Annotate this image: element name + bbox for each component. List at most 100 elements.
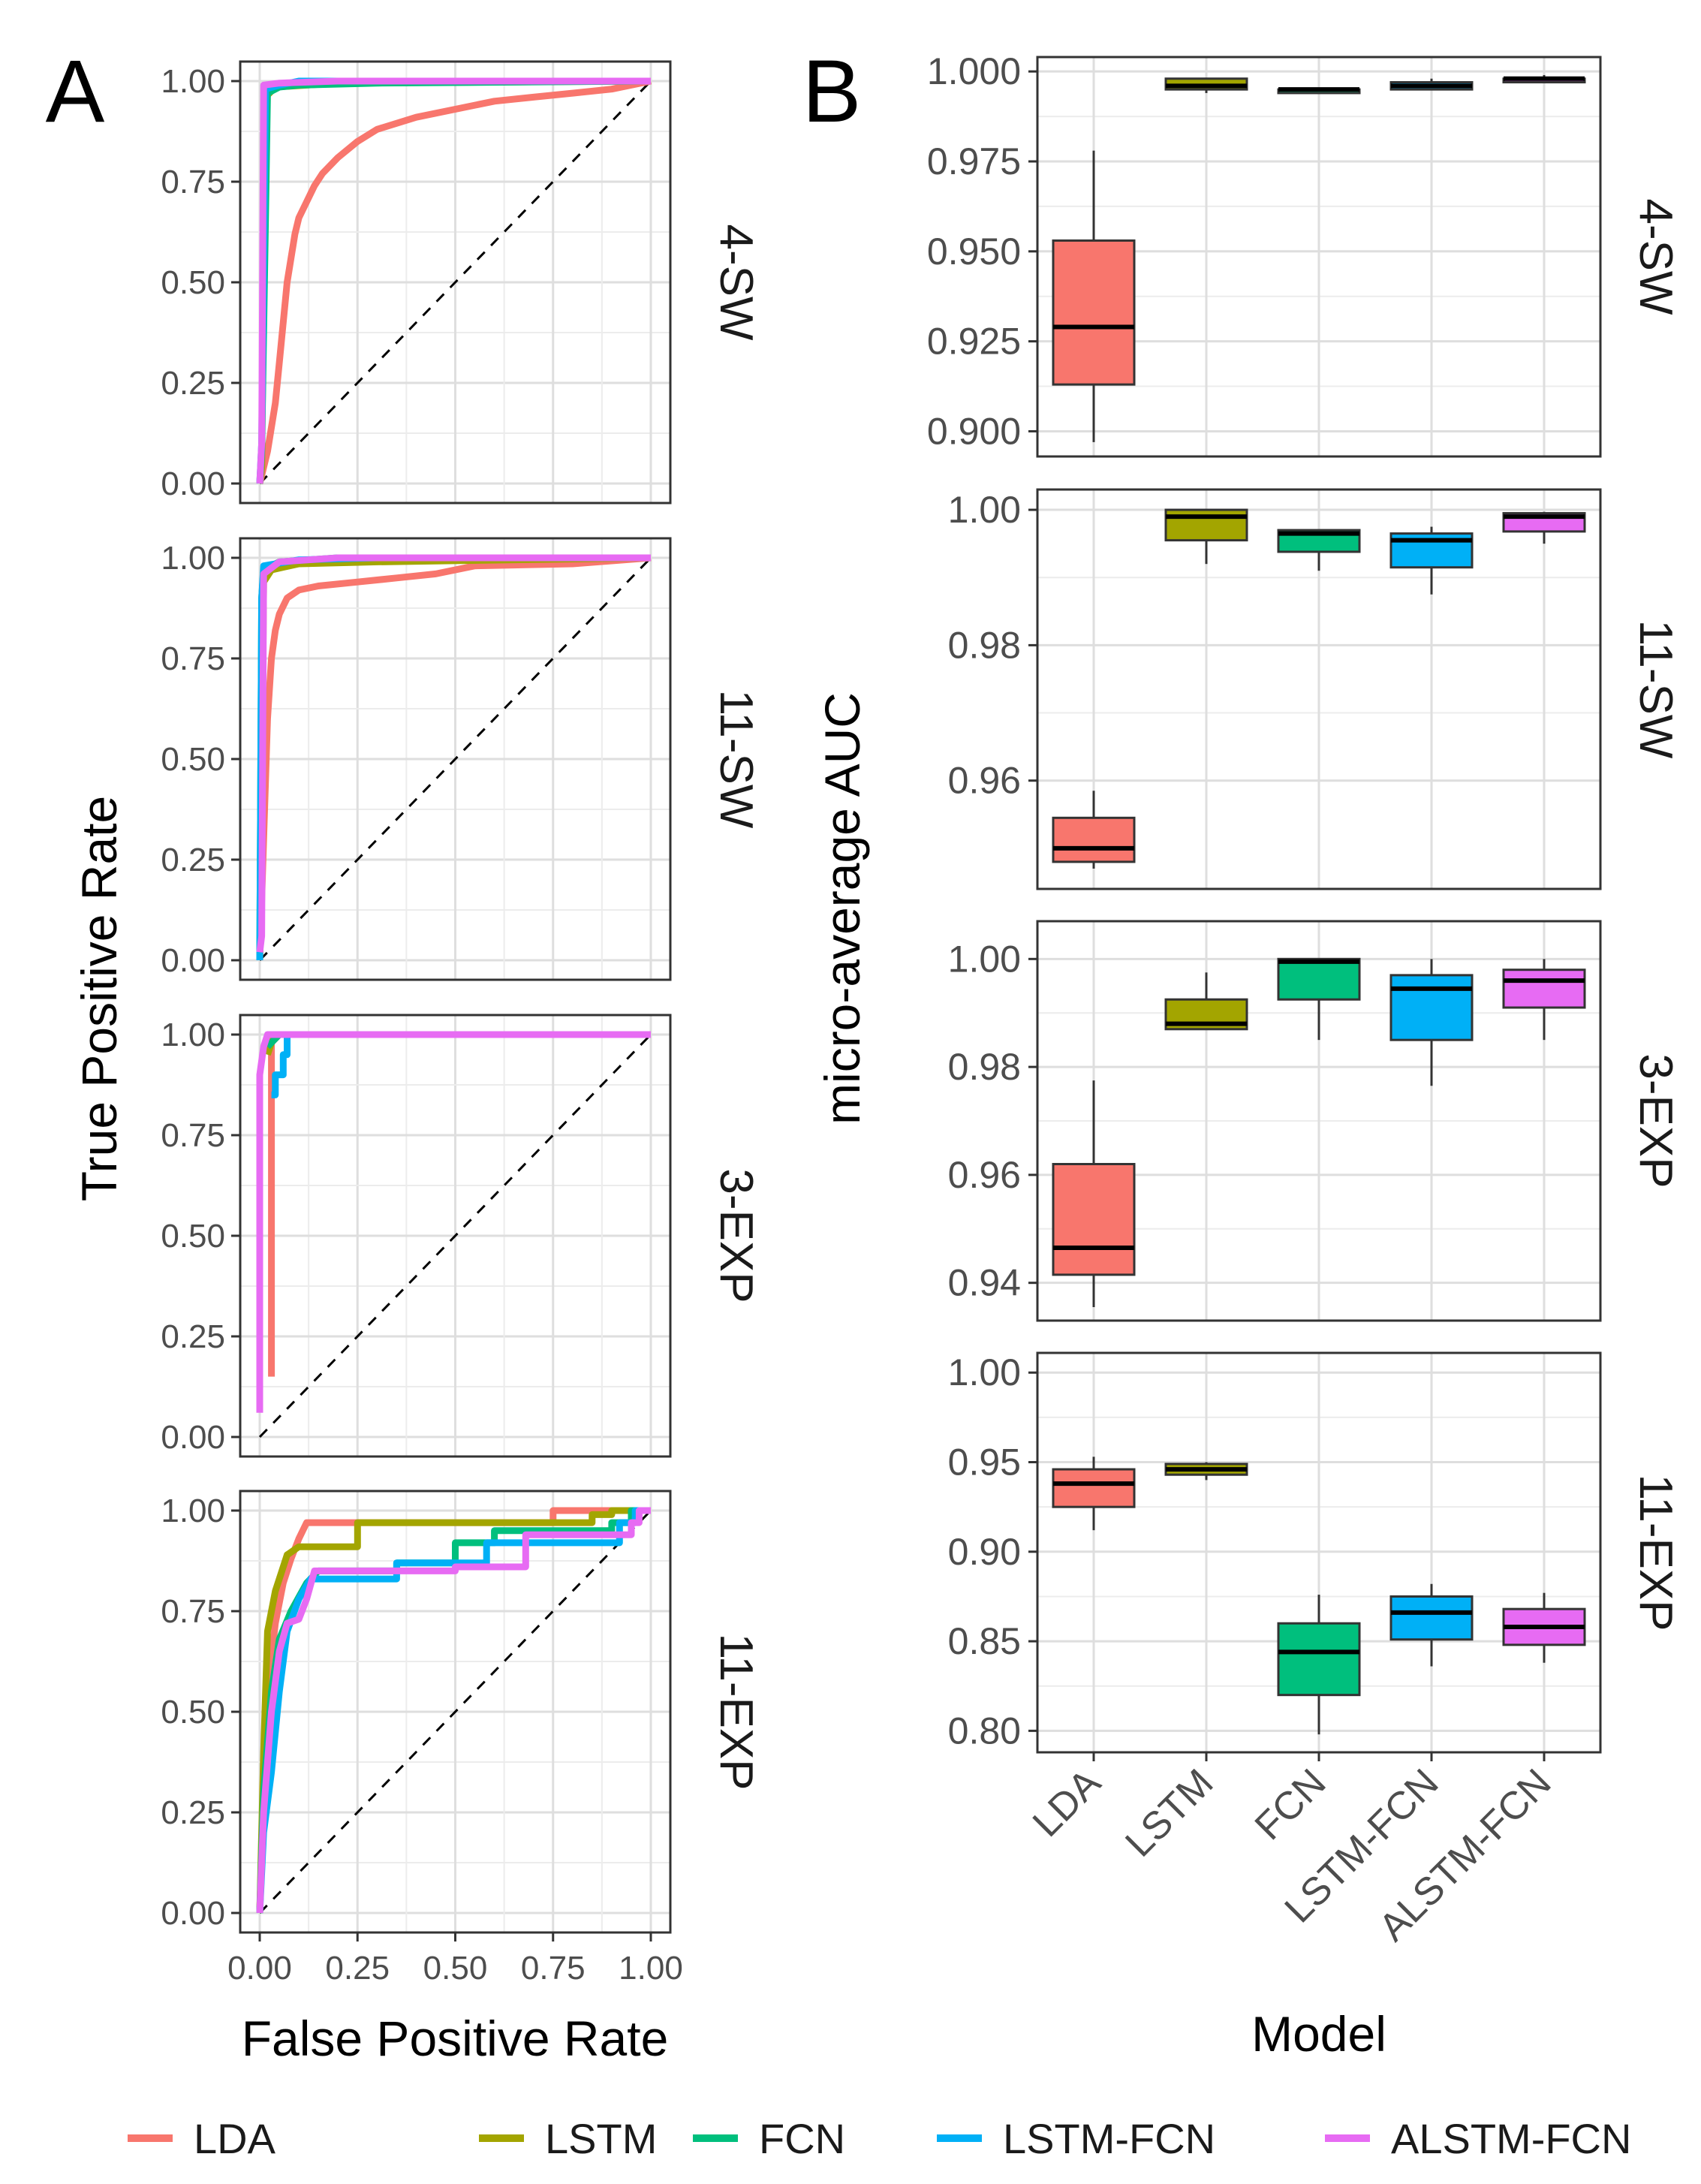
box-lstm [1164, 508, 1248, 565]
box-body [1052, 1163, 1136, 1276]
box-lstm-fcn [1389, 526, 1474, 595]
box-alstm-fcn [1502, 74, 1586, 84]
roc-facet: 0.00 0.25 0.50 0.75 1.00 11-SW [161, 537, 762, 981]
box-body [1277, 1622, 1361, 1697]
y-tick-label: 0.90 [948, 1531, 1021, 1573]
facet-strip-label: 11-SW [1630, 620, 1681, 759]
box-body [1502, 968, 1586, 1009]
y-tick-label: 0.50 [161, 1694, 225, 1731]
roc-facet: 0.00 0.25 0.50 0.75 1.00 11-EXP 0.00 0.25 0.50 0.… [161, 1490, 762, 1987]
box-alstm-fcn [1502, 959, 1586, 1041]
box-facet: 0.900 0.925 0.950 0.975 1.000 4-SW [927, 50, 1681, 458]
y-tick-label: 0.75 [161, 1593, 225, 1630]
box-body [1277, 957, 1361, 1001]
diagonal-reference-line [258, 1033, 652, 1438]
y-tick-label: 0.00 [161, 942, 225, 979]
facet-strip-label: 3-EXP [710, 1168, 762, 1303]
y-tick-label: 0.96 [948, 1154, 1021, 1196]
x-tick-label: 1.00 [619, 1950, 683, 1987]
x-tick-label: 0.75 [521, 1950, 586, 1987]
panel-border [1036, 920, 1602, 1322]
y-tick-label: 0.25 [161, 842, 225, 878]
box-lstm [1164, 1462, 1248, 1481]
box-facet: 0.96 0.98 1.00 11-SW [948, 488, 1681, 890]
legend-label-alstm-fcn: ALSTM-FCN [1391, 2115, 1631, 2162]
x-tick-label: 0.50 [423, 1950, 488, 1987]
y-tick-label: 1.00 [161, 63, 225, 100]
x-tick-label: 0.25 [325, 1950, 390, 1987]
box-body [1052, 1468, 1136, 1508]
y-tick-label: 0.25 [161, 1794, 225, 1831]
y-tick-label: 0.50 [161, 264, 225, 301]
y-tick-label: 0.96 [948, 760, 1021, 802]
box-lstm-fcn [1389, 959, 1474, 1086]
y-tick-label: 0.00 [161, 1895, 225, 1932]
box-alstm-fcn [1502, 511, 1586, 544]
y-tick-label: 0.00 [161, 1419, 225, 1456]
facet-strip-label: 3-EXP [1630, 1053, 1681, 1188]
y-tick-label: 1.00 [948, 938, 1021, 980]
roc-curve-alstm-fcn [256, 554, 651, 953]
box-lstm [1164, 77, 1248, 93]
y-tick-label: 0.85 [948, 1620, 1021, 1662]
roc-curve-lda [256, 554, 652, 961]
y-tick-label: 0.50 [161, 1218, 225, 1255]
facet-strip-label: 11-EXP [1630, 1474, 1681, 1631]
box-fcn [1277, 1595, 1361, 1735]
box-lda [1052, 150, 1136, 442]
y-tick-label: 0.925 [927, 321, 1021, 363]
legend-label-fcn: FCN [759, 2115, 845, 2162]
box-body [1389, 1595, 1474, 1641]
y-tick-label: 1.00 [161, 1017, 225, 1053]
y-tick-label: 0.50 [161, 741, 225, 778]
y-tick-label: 0.75 [161, 164, 225, 200]
box-lstm-fcn [1389, 1583, 1474, 1667]
x-tick-label: LSTM [1117, 1761, 1221, 1865]
facet-strip-label: 11-SW [710, 690, 762, 829]
panel-label-b: B [802, 42, 862, 141]
box-body [1052, 239, 1136, 386]
roc-curve-alstm-fcn [256, 1507, 651, 1914]
box-fcn [1277, 957, 1361, 1041]
y-tick-label: 1.00 [948, 1351, 1021, 1393]
box-facet: 0.94 0.96 0.98 1.00 3-EXP [948, 920, 1681, 1322]
diagonal-reference-line [258, 80, 652, 485]
y-tick-label: 0.75 [161, 1117, 225, 1154]
roc-facet: 0.00 0.25 0.50 0.75 1.00 3-EXP [161, 1014, 762, 1458]
panel-label-a: A [46, 42, 105, 141]
boxplot-chart: B 0.900 0.925 0.950 0.975 1.000 4-SW 0.96 0.98 1.… [802, 42, 1681, 2062]
y-tick-label: 1.00 [161, 540, 225, 577]
legend: LDA LSTM FCN LSTM-FCN ALSTM-FCN [128, 2115, 1631, 2162]
roc-curve-alstm-fcn [256, 1031, 651, 1413]
box-lstm-fcn [1389, 78, 1474, 91]
y-axis-title: True Positive Rate [71, 796, 127, 1201]
facet-strip-label: 11-EXP [710, 1633, 762, 1790]
legend-label-lstm: LSTM [545, 2115, 657, 2162]
box-body [1052, 816, 1136, 863]
box-lda [1052, 1457, 1136, 1531]
diagonal-reference-line [258, 556, 652, 962]
x-tick-label: LDA [1025, 1761, 1109, 1845]
panel-border [1036, 56, 1602, 458]
y-tick-label: 0.975 [927, 140, 1021, 182]
roc-curve-lstm [256, 1507, 651, 1914]
y-tick-label: 0.25 [161, 365, 225, 402]
box-alstm-fcn [1502, 1592, 1586, 1663]
facet-strip-label: 4-SW [710, 224, 762, 341]
panel-border [1036, 488, 1602, 890]
y-tick-label: 1.000 [927, 50, 1021, 92]
box-lda [1052, 791, 1136, 869]
y-tick-label: 0.00 [161, 465, 225, 502]
legend-label-lstm-fcn: LSTM-FCN [1003, 2115, 1215, 2162]
y-tick-label: 0.950 [927, 230, 1021, 273]
x-axis-title: False Positive Rate [242, 2011, 669, 2066]
y-tick-label: 0.80 [948, 1710, 1021, 1752]
roc-chart: A 0.00 0.25 0.50 0.75 1.00 4-SW 0.00 0.25 0.50 0.7… [46, 42, 762, 2066]
y-tick-label: 0.75 [161, 640, 225, 677]
roc-curve-alstm-fcn [256, 77, 651, 484]
legend-label-lda: LDA [194, 2115, 276, 2162]
y-tick-label: 1.00 [161, 1493, 225, 1529]
box-fcn [1277, 87, 1361, 95]
